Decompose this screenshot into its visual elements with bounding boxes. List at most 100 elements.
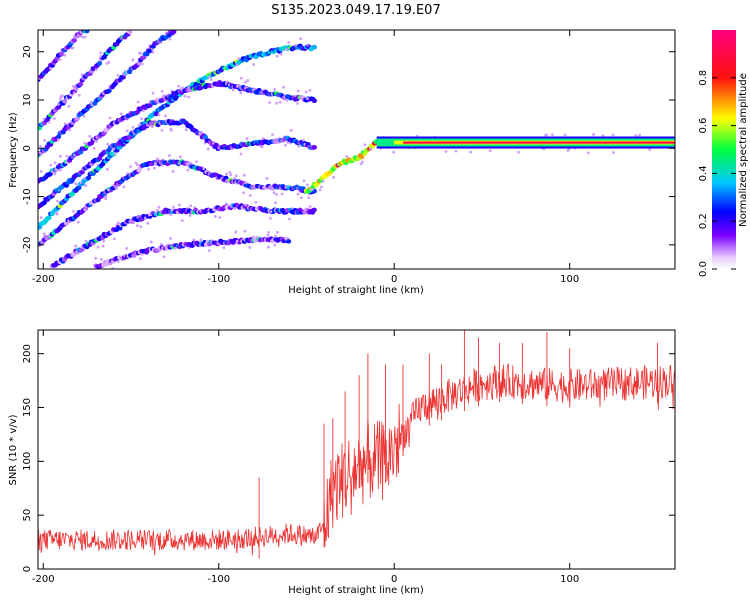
spectrogram-cell (144, 51, 150, 57)
spectrogram-scatter (96, 245, 100, 249)
spectrogram-cell (71, 38, 77, 43)
spectrogram-scatter (81, 35, 85, 39)
spectrogram-scatter (160, 128, 164, 132)
spectrogram-scatter (140, 117, 143, 121)
spectrogram-scatter (211, 142, 215, 145)
spectrogram-scatter (115, 187, 118, 191)
spectrogram-scatter (131, 58, 135, 62)
spectrogram-scatter (260, 145, 264, 149)
spectrogram-scatter (284, 185, 288, 189)
spectrogram-scatter (234, 230, 238, 234)
spectrogram-scatter (72, 91, 76, 95)
spectrogram-scatter (242, 173, 246, 177)
snr-ytick-label: 200 (22, 344, 33, 363)
spectrogram-scatter (252, 235, 255, 239)
spectrogram-scatter (246, 79, 250, 82)
spectrogram-scatter (601, 134, 605, 138)
spectrogram-scatter (94, 256, 98, 260)
spectrogram-track-lower-harmonic-4 (49, 201, 317, 269)
spectrogram-scatter (169, 236, 173, 240)
spectrogram-scatter (306, 183, 309, 187)
spectrogram-xtick-label: 0 (391, 274, 397, 285)
spectrogram-scatter (102, 239, 106, 243)
spectrogram-scatter (164, 248, 168, 251)
spectrogram-scatter (122, 185, 126, 189)
spectrogram-scatter (192, 238, 196, 242)
spectrogram-scatter (95, 139, 98, 143)
spectrogram-cell (359, 154, 365, 160)
spectrogram-scatter (276, 230, 279, 234)
spectrogram-scatter (125, 129, 129, 133)
spectrogram-scatter (116, 73, 120, 77)
spectrogram-scatter (308, 88, 312, 92)
spectrogram-scatter (177, 84, 181, 88)
spectrogram-cell (59, 51, 65, 57)
spectrogram-scatter (320, 185, 323, 189)
spectrogram-scatter (152, 166, 156, 170)
spectrogram-scatter (107, 188, 110, 192)
spectrogram-scatter (83, 208, 87, 212)
spectrogram-scatter (160, 163, 164, 167)
spectrogram-scatter (225, 172, 228, 176)
spectrogram-scatter (139, 52, 143, 55)
spectrogram-scatter (392, 150, 396, 154)
spectrogram-track-lower-harmonic-3 (38, 154, 317, 247)
spectrogram-scatter (72, 209, 75, 213)
spectrogram-ylabel: Frequency (Hz) (8, 112, 19, 188)
spectrogram-track-fundamental (38, 37, 317, 230)
spectrogram-scatter (67, 104, 71, 108)
spectrogram-cell (134, 109, 141, 115)
spectrogram-scatter (254, 201, 258, 204)
spectrogram-scatter (268, 217, 272, 220)
spectrogram-scatter (244, 203, 248, 207)
spectrogram-scatter (84, 184, 88, 188)
spectrogram-scatter (517, 150, 520, 154)
spectrogram-scatter (106, 142, 110, 146)
spectrogram-scatter (99, 257, 103, 261)
spectrogram-scatter (273, 87, 277, 91)
spectrogram-scatter (275, 101, 279, 105)
colorbar-tick-label: 0.2 (698, 213, 709, 229)
spectrogram-cell (85, 175, 92, 181)
spectrogram-scatter (49, 66, 52, 70)
spectrogram-scatter (150, 125, 154, 129)
spectrogram-scatter (235, 63, 239, 67)
spectrogram-scatter (188, 214, 192, 217)
spectrogram-scatter (107, 60, 111, 64)
spectrogram-scatter (149, 240, 153, 244)
spectrogram-scatter (244, 80, 247, 84)
spectrogram-scatter (592, 133, 595, 136)
spectrogram-scatter (171, 205, 175, 209)
spectrogram-scatter (232, 176, 236, 180)
snr-xtick-label: -100 (207, 574, 230, 585)
spectrogram-scatter (310, 188, 314, 192)
spectrogram-scatter (243, 229, 247, 233)
spectrogram-scatter (244, 181, 248, 184)
spectrogram-scatter (235, 239, 239, 243)
spectrogram-scatter (218, 216, 222, 219)
spectrogram-scatter (134, 161, 138, 165)
spectrogram-scatter (53, 161, 57, 165)
snr-ytick-label: 100 (22, 452, 33, 471)
spectrogram-cell (84, 30, 90, 34)
spectrogram-scatter (94, 68, 98, 72)
spectrogram-cell (62, 98, 68, 104)
spectrogram-scatter (228, 170, 232, 174)
spectrogram-scatter (271, 133, 274, 136)
spectrogram-scatter (164, 114, 167, 118)
spectrogram-scatter (612, 151, 615, 154)
spectrogram-scatter (239, 76, 243, 80)
spectrogram-scatter (261, 137, 265, 140)
spectrogram-cell (171, 30, 177, 35)
spectrogram-scatter (83, 141, 87, 145)
spectrogram-scatter (76, 220, 80, 224)
spectrogram-scatter (101, 244, 105, 248)
spectrogram-scatter (267, 230, 270, 234)
spectrogram-scatter (245, 137, 249, 140)
spectrogram-scatter (157, 205, 161, 209)
spectrogram-scatter (234, 174, 238, 178)
spectrogram-scatter (68, 128, 71, 132)
spectrogram-scatter (63, 122, 67, 126)
colorbar-gradient (712, 30, 736, 269)
